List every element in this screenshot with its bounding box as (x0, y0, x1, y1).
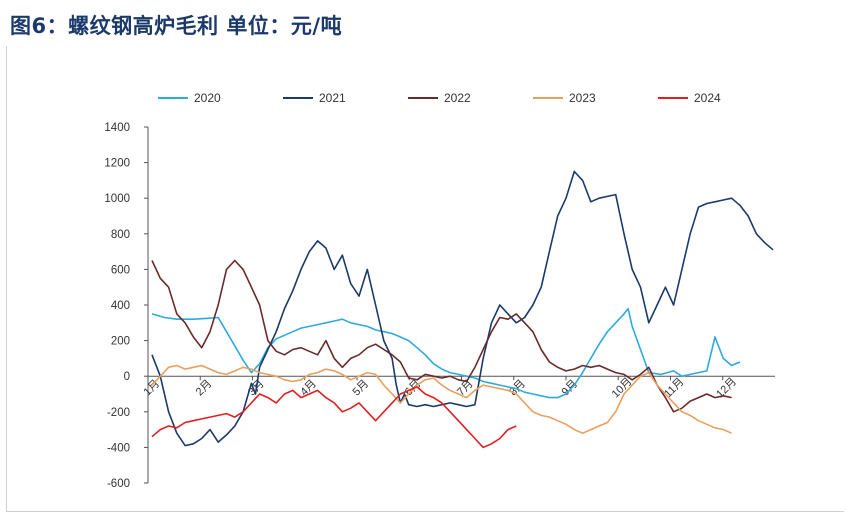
legend-item-2022: 2022 (408, 91, 471, 105)
legend-item-2020: 2020 (158, 91, 221, 105)
legend-label: 2020 (194, 91, 221, 105)
x-tick-label: 5月 (351, 378, 372, 399)
series-line-2021 (151, 170, 774, 447)
x-tick-label: 2月 (194, 378, 215, 399)
y-tick-label: 0 (124, 371, 130, 383)
y-tick-label: 1200 (104, 158, 130, 170)
chart-legend: 2020 2021 2022 2023 2024 (158, 91, 721, 105)
series-line-2024 (151, 386, 517, 449)
legend-item-2023: 2023 (533, 91, 596, 105)
x-tick-label: 1月 (142, 378, 163, 399)
y-tick-label: 200 (111, 336, 130, 348)
y-tick-label: -200 (107, 407, 130, 419)
series-line-2023 (151, 364, 732, 434)
legend-item-2024: 2024 (658, 91, 721, 105)
series-lines (151, 170, 774, 449)
page-title: 图6：螺纹钢高炉毛利 单位：元/吨 (10, 14, 343, 38)
x-tick-label: 4月 (298, 378, 319, 399)
chart-frame (6, 46, 844, 512)
legend-item-2021: 2021 (283, 91, 346, 105)
y-tick-label: -400 (107, 442, 130, 454)
y-tick-label: 800 (111, 229, 130, 241)
legend-label: 2021 (319, 91, 346, 105)
y-tick-label: -600 (107, 478, 130, 490)
y-tick-label: 600 (111, 264, 130, 276)
x-tick-label: 11月 (662, 376, 686, 400)
series-line-2022 (151, 259, 732, 413)
y-tick-label: 1400 (104, 122, 130, 134)
y-tick-label: 400 (111, 300, 130, 312)
legend-label: 2023 (569, 91, 596, 105)
series-line-2020 (151, 307, 741, 399)
legend-label: 2022 (444, 91, 471, 105)
y-axis: -600 -400 -200 0 200 400 600 800 1000 1200 1400 (104, 122, 149, 490)
y-tick-label: 1000 (104, 193, 130, 205)
legend-label: 2024 (694, 91, 721, 105)
